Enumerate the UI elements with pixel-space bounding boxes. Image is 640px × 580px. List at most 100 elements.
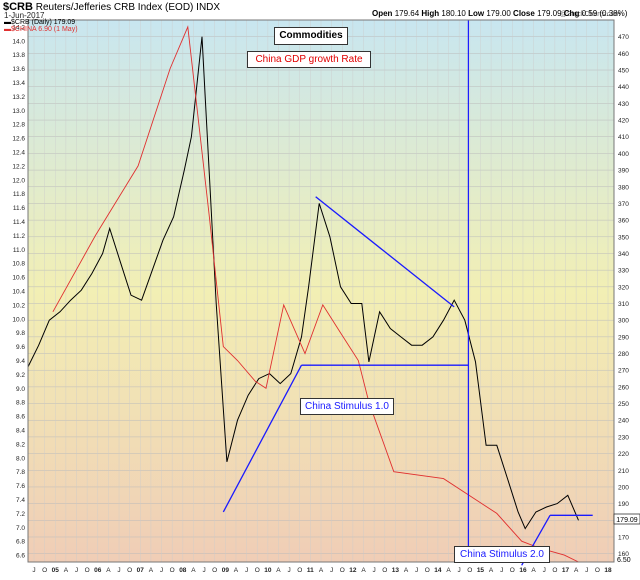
left-tick-label: 8.4 [16, 427, 25, 434]
x-tick-label: 07 [137, 567, 145, 574]
x-tick-label: J [373, 567, 376, 574]
left-tick-label: 6.6 [16, 553, 25, 560]
right-tick-label: 360 [618, 218, 629, 225]
right-tick-label: 300 [618, 318, 629, 325]
chart-date: 1-Jun-2017 [4, 11, 45, 20]
right-tick-label: 370 [618, 201, 629, 208]
low-value: 179.00 [486, 9, 511, 18]
x-tick-label: A [64, 567, 69, 574]
right-tick-label: 170 [618, 534, 629, 541]
right-tick-label: 200 [618, 484, 629, 491]
x-tick-label: J [160, 567, 163, 574]
x-tick-label: J [458, 567, 461, 574]
left-tick-label: 6.8 [16, 539, 25, 546]
left-tick-label: 9.4 [16, 358, 25, 365]
right-tick-label: 160 [618, 551, 629, 558]
last-value-badge: 179.09 [613, 513, 640, 525]
low-label: Low [468, 9, 485, 18]
left-tick-label: 7.2 [16, 511, 25, 518]
right-tick-label: 320 [618, 284, 629, 291]
right-tick-label: 460 [618, 51, 629, 58]
left-tick-label: 8.0 [16, 455, 25, 462]
x-tick-label: O [467, 567, 472, 574]
x-tick-label: 06 [94, 567, 102, 574]
x-axis-ticks: J O 05 A J O 06 A J O 07 A J O 08 A J O 09 A J O 10 A J O 11 A J O 12 A… [32, 567, 612, 574]
left-tick-label: 13.0 [12, 108, 25, 115]
right-tick-label: 240 [618, 418, 629, 425]
x-tick-label: 08 [179, 567, 187, 574]
left-tick-label: 13.8 [12, 52, 25, 59]
x-tick-label: A [234, 567, 239, 574]
trendline [222, 364, 303, 513]
left-tick-label: 11.8 [13, 191, 26, 198]
right-axis-ticks: 1601701801902002102202302402502602702802… [618, 34, 629, 558]
x-tick-label: 18 [604, 567, 612, 574]
x-tick-label: J [245, 567, 248, 574]
x-tick-label: J [202, 567, 205, 574]
left-tick-label: 13.6 [12, 66, 25, 73]
ohlc-readout: Open 179.64 High 180.10 Low 179.00 Close… [372, 9, 627, 18]
x-tick-label: 05 [52, 567, 60, 574]
x-tick-label: A [489, 567, 494, 574]
right-tick-label: 400 [618, 151, 629, 158]
left-tick-label: 10.2 [12, 302, 25, 309]
left-tick-label: 10.0 [12, 316, 25, 323]
right-tick-label: 190 [618, 501, 629, 508]
left-tick-label: 7.0 [16, 525, 25, 532]
x-tick-label: O [552, 567, 557, 574]
right-tick-label: 250 [618, 401, 629, 408]
left-tick-label: 8.6 [16, 414, 25, 421]
x-tick-label: A [149, 567, 154, 574]
left-tick-label: 9.2 [16, 372, 25, 379]
left-tick-label: 14.2 [12, 24, 25, 31]
high-label: High [421, 9, 440, 18]
right-tick-label: 270 [618, 368, 629, 375]
left-tick-label: 7.8 [16, 469, 25, 476]
right-tick-label: 440 [618, 84, 629, 91]
left-tick-label: 10.6 [12, 275, 25, 282]
x-tick-label: 11 [307, 567, 314, 574]
x-tick-label: J [287, 567, 290, 574]
x-tick-label: A [191, 567, 196, 574]
x-tick-label: O [340, 567, 345, 574]
x-tick-label: A [319, 567, 324, 574]
left-tick-label: 11.4 [13, 219, 26, 226]
watermark: @StockCharts.com [560, 11, 621, 18]
x-tick-label: O [425, 567, 430, 574]
right-tick-label: 450 [618, 68, 629, 75]
chart-title: $CRB Reuters/Jefferies CRB Index (EOD) I… [3, 1, 220, 13]
x-tick-label: J [330, 567, 333, 574]
left-tick-label: 9.0 [16, 386, 25, 393]
chart-marks [27, 20, 593, 566]
x-tick-label: O [382, 567, 387, 574]
left-tick-label: 8.8 [16, 400, 25, 407]
left-tick-label: 10.8 [12, 261, 25, 268]
x-tick-label: J [543, 567, 546, 574]
left-tick-label: 9.8 [16, 330, 25, 337]
right-tick-label: 210 [618, 468, 629, 475]
legend-crb-text: $CRB (Daily) 179.09 [11, 19, 76, 26]
x-tick-label: 16 [519, 567, 527, 574]
close-label: Close [513, 9, 535, 18]
right-tick-label: 340 [618, 251, 629, 258]
left-tick-label: 10.4 [12, 289, 25, 296]
right-tick-label: 350 [618, 234, 629, 241]
right-tick-label: 280 [618, 351, 629, 358]
x-tick-label: A [531, 567, 536, 574]
x-tick-label: J [500, 567, 503, 574]
x-tick-label: O [510, 567, 515, 574]
x-tick-label: O [42, 567, 47, 574]
annotation-stimulus-1: China Stimulus 1.0 [300, 398, 394, 415]
left-tick-label: 12.8 [12, 122, 25, 129]
left-axis-ticks: 6.6 6.8 7.0 7.2 7.4 7.6 7.8 8.0 8.2 8.4 8.6 8.8 9.0 9… [12, 24, 25, 559]
right-tick-label: 380 [618, 184, 629, 191]
left-tick-label: 7.6 [16, 483, 25, 490]
x-tick-label: O [170, 567, 175, 574]
x-tick-label: J [32, 567, 35, 574]
left-tick-label: 14.0 [12, 38, 25, 45]
left-tick-label: 11.2 [13, 233, 26, 240]
legend: ▬$CRB (Daily) 179.09 ▬$CHINA 6.90 (1 May… [4, 19, 78, 33]
open-value: 179.64 [394, 9, 420, 18]
right-tick-label: 230 [618, 434, 629, 441]
index-name: Reuters/Jefferies CRB Index (EOD) INDX [35, 2, 221, 13]
